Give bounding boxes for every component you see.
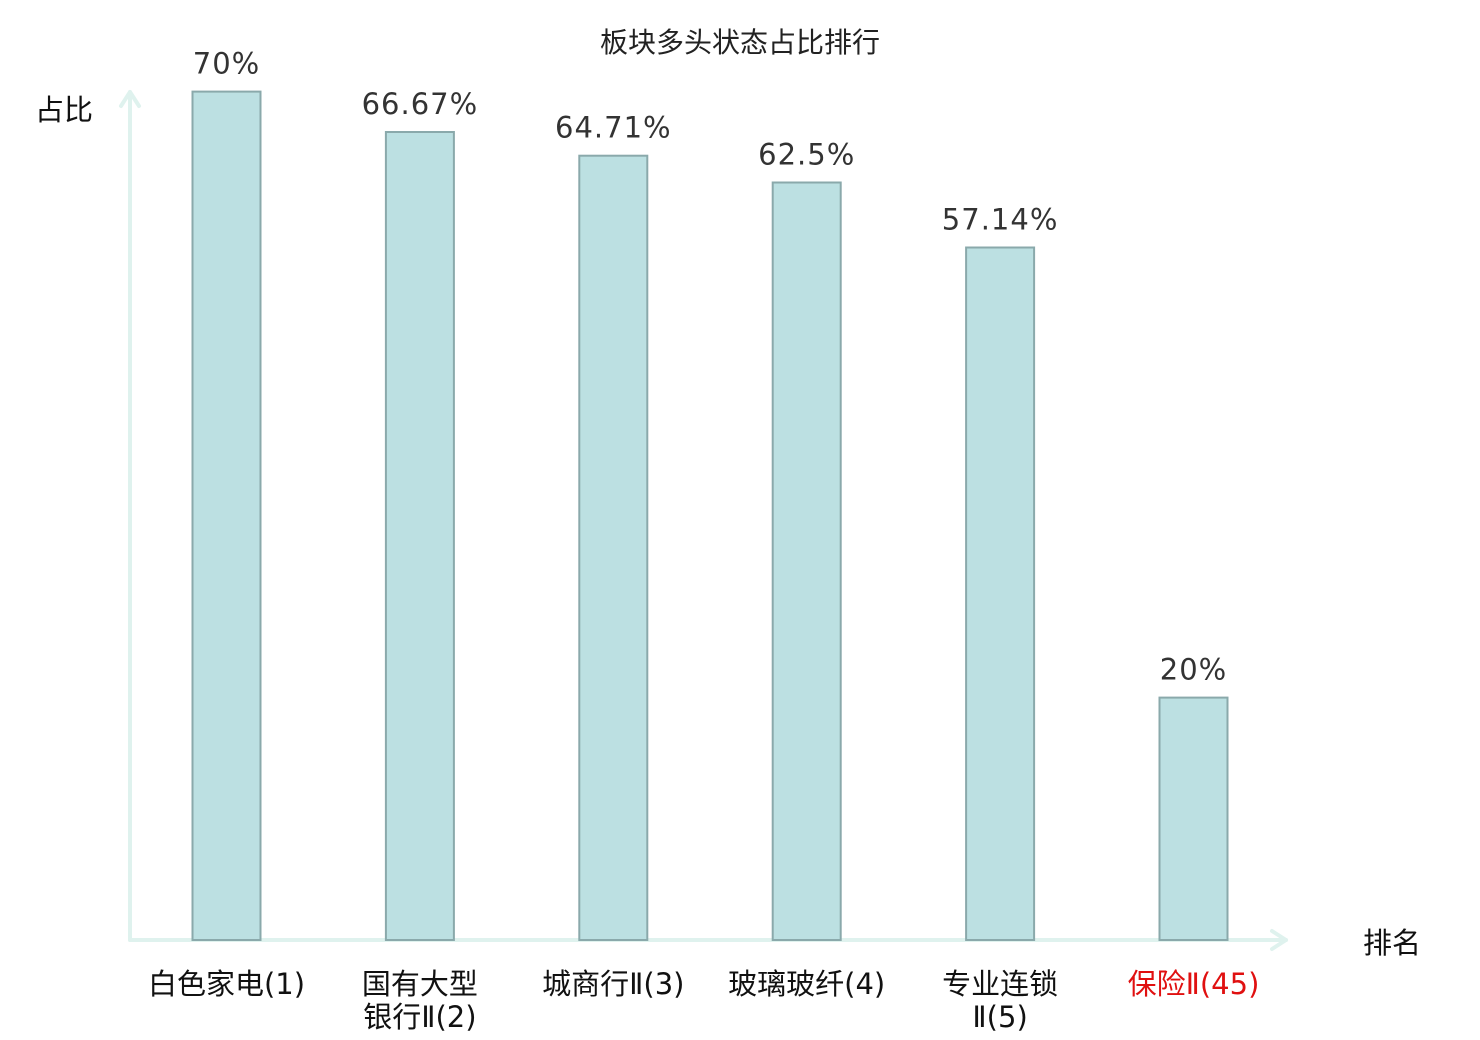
category-label-3: 城商行Ⅱ(3) [542, 967, 684, 1001]
y-axis: 占比 [35, 90, 141, 942]
value-label-2: 66.67% [362, 87, 479, 121]
x-axis: 排名 [128, 926, 1421, 960]
category-label-line: 玻璃玻纤(4) [728, 967, 885, 1001]
category-label-line: Ⅱ(5) [972, 1000, 1027, 1034]
bars [191, 90, 1229, 942]
category-label-5: 专业连锁 Ⅱ(5) [942, 967, 1058, 1034]
category-label-line: 保险Ⅱ(45) [1128, 967, 1260, 1001]
category-label-line: 专业连锁 [942, 967, 1058, 1001]
bar-5 [965, 246, 1036, 941]
x-axis-label: 排名 [1363, 926, 1421, 960]
category-label-line: 国有大型 [362, 967, 478, 1001]
category-label-4: 玻璃玻纤(4) [728, 967, 885, 1001]
category-label-2: 国有大型银行Ⅱ(2) [362, 967, 478, 1034]
category-label-line: 白色家电(1) [148, 967, 305, 1001]
value-labels: 70% 66.67% 64.71% 62.5% 57.14% 20% [193, 47, 1227, 687]
bar-4 [771, 181, 842, 941]
bar-2 [384, 131, 455, 941]
chart-title: 板块多头状态占比排行 [600, 26, 880, 59]
category-label-1: 白色家电(1) [148, 967, 305, 1001]
value-label-4: 62.5% [758, 138, 855, 172]
bar-1 [191, 90, 262, 942]
bar-3 [578, 154, 649, 941]
category-label-6: 保险Ⅱ(45) [1128, 967, 1260, 1001]
category-labels: 白色家电(1) 国有大型银行Ⅱ(2) 城商行Ⅱ(3) 玻璃玻纤(4) 专业连锁 Ⅱ(5) 保… [148, 967, 1259, 1034]
category-label-line: 城商行Ⅱ(3) [542, 967, 684, 1001]
value-label-1: 70% [193, 47, 260, 81]
x-axis-arrow [1270, 929, 1288, 951]
y-axis-arrow [119, 90, 141, 108]
value-label-3: 64.71% [555, 111, 672, 145]
bar-6 [1158, 696, 1229, 941]
value-label-5: 57.14% [942, 203, 1059, 237]
y-axis-label: 占比 [35, 93, 93, 127]
value-label-6: 20% [1160, 653, 1227, 687]
category-label-line: 银行Ⅱ(2) [363, 1000, 476, 1034]
